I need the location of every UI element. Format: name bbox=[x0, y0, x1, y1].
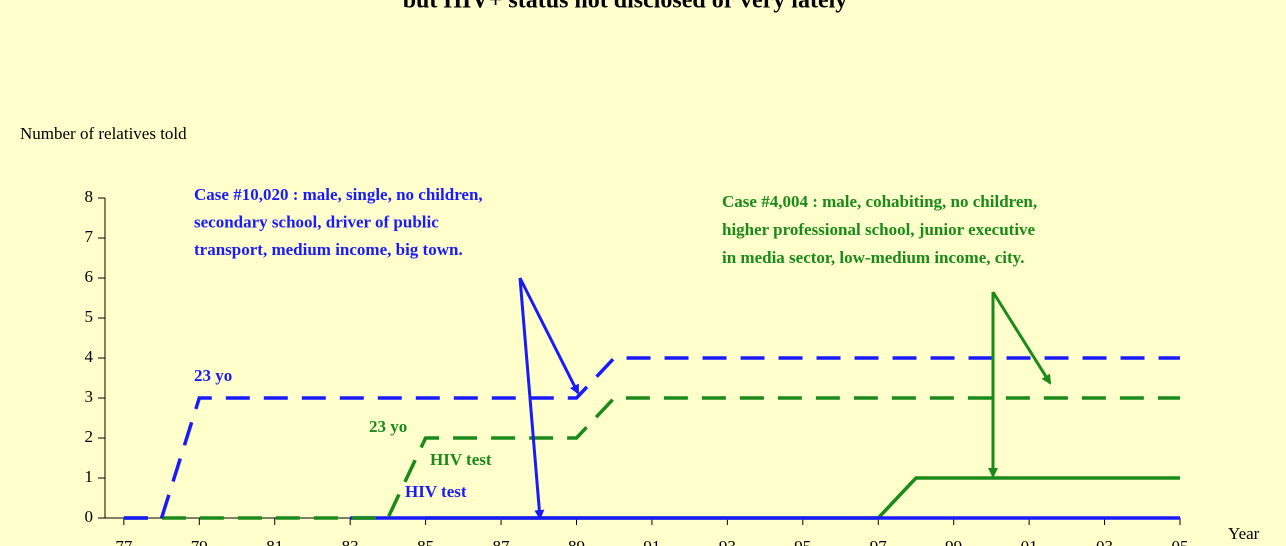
annotation: HIV test bbox=[405, 482, 467, 501]
x-tick-label: 05 bbox=[1172, 537, 1189, 546]
x-tick-label: 89 bbox=[568, 537, 585, 546]
y-tick-label: 0 bbox=[85, 507, 94, 526]
annotation: 23 yo bbox=[369, 417, 407, 436]
x-tick-label: 91 bbox=[643, 537, 660, 546]
annotation: higher professional school, junior execu… bbox=[722, 220, 1036, 239]
arrow bbox=[518, 277, 580, 395]
annotation: transport, medium income, big town. bbox=[194, 240, 463, 259]
arrow bbox=[991, 291, 1052, 385]
annotation: secondary school, driver of public bbox=[194, 212, 439, 231]
arrow bbox=[518, 277, 545, 520]
y-tick-label: 1 bbox=[85, 467, 94, 486]
x-tick-label: 87 bbox=[493, 537, 511, 546]
arrows bbox=[518, 277, 1052, 520]
y-tick-label: 4 bbox=[85, 347, 94, 366]
y-tick-label: 7 bbox=[85, 227, 94, 246]
series-line bbox=[123, 396, 1180, 520]
annotation: in media sector, low-medium income, city… bbox=[722, 248, 1025, 267]
x-tick-label: 81 bbox=[266, 537, 283, 546]
y-tick-label: 3 bbox=[85, 387, 94, 406]
annotation: Case #4,004 : male, cohabiting, no child… bbox=[722, 192, 1037, 211]
chart-title: but HIV+ status not disclosed or very la… bbox=[403, 0, 848, 14]
x-tick-label: 97 bbox=[870, 537, 888, 546]
x-tick-label: 77 bbox=[115, 537, 133, 546]
x-tick-label: 79 bbox=[191, 537, 208, 546]
y-axis-label: Number of relatives told bbox=[20, 124, 187, 143]
x-tick-label: 83 bbox=[342, 537, 359, 546]
x-tick-label: 93 bbox=[719, 537, 736, 546]
y-tick-label: 5 bbox=[85, 307, 94, 326]
series-line bbox=[123, 356, 1180, 520]
annotation: Case #10,020 : male, single, no children… bbox=[194, 185, 483, 204]
x-tick-label: 03 bbox=[1096, 537, 1113, 546]
annotation: 23 yo bbox=[194, 366, 232, 385]
annotation: HIV test bbox=[430, 450, 492, 469]
y-tick-label: 2 bbox=[85, 427, 94, 446]
y-tick-label: 6 bbox=[85, 267, 94, 286]
x-axis-label: Year bbox=[1228, 524, 1260, 543]
x-tick-label: 99 bbox=[945, 537, 962, 546]
x-tick-label: 01 bbox=[1021, 537, 1038, 546]
y-tick-label: 8 bbox=[85, 187, 94, 206]
x-tick-label: 95 bbox=[794, 537, 811, 546]
x-tick-label: 85 bbox=[417, 537, 434, 546]
